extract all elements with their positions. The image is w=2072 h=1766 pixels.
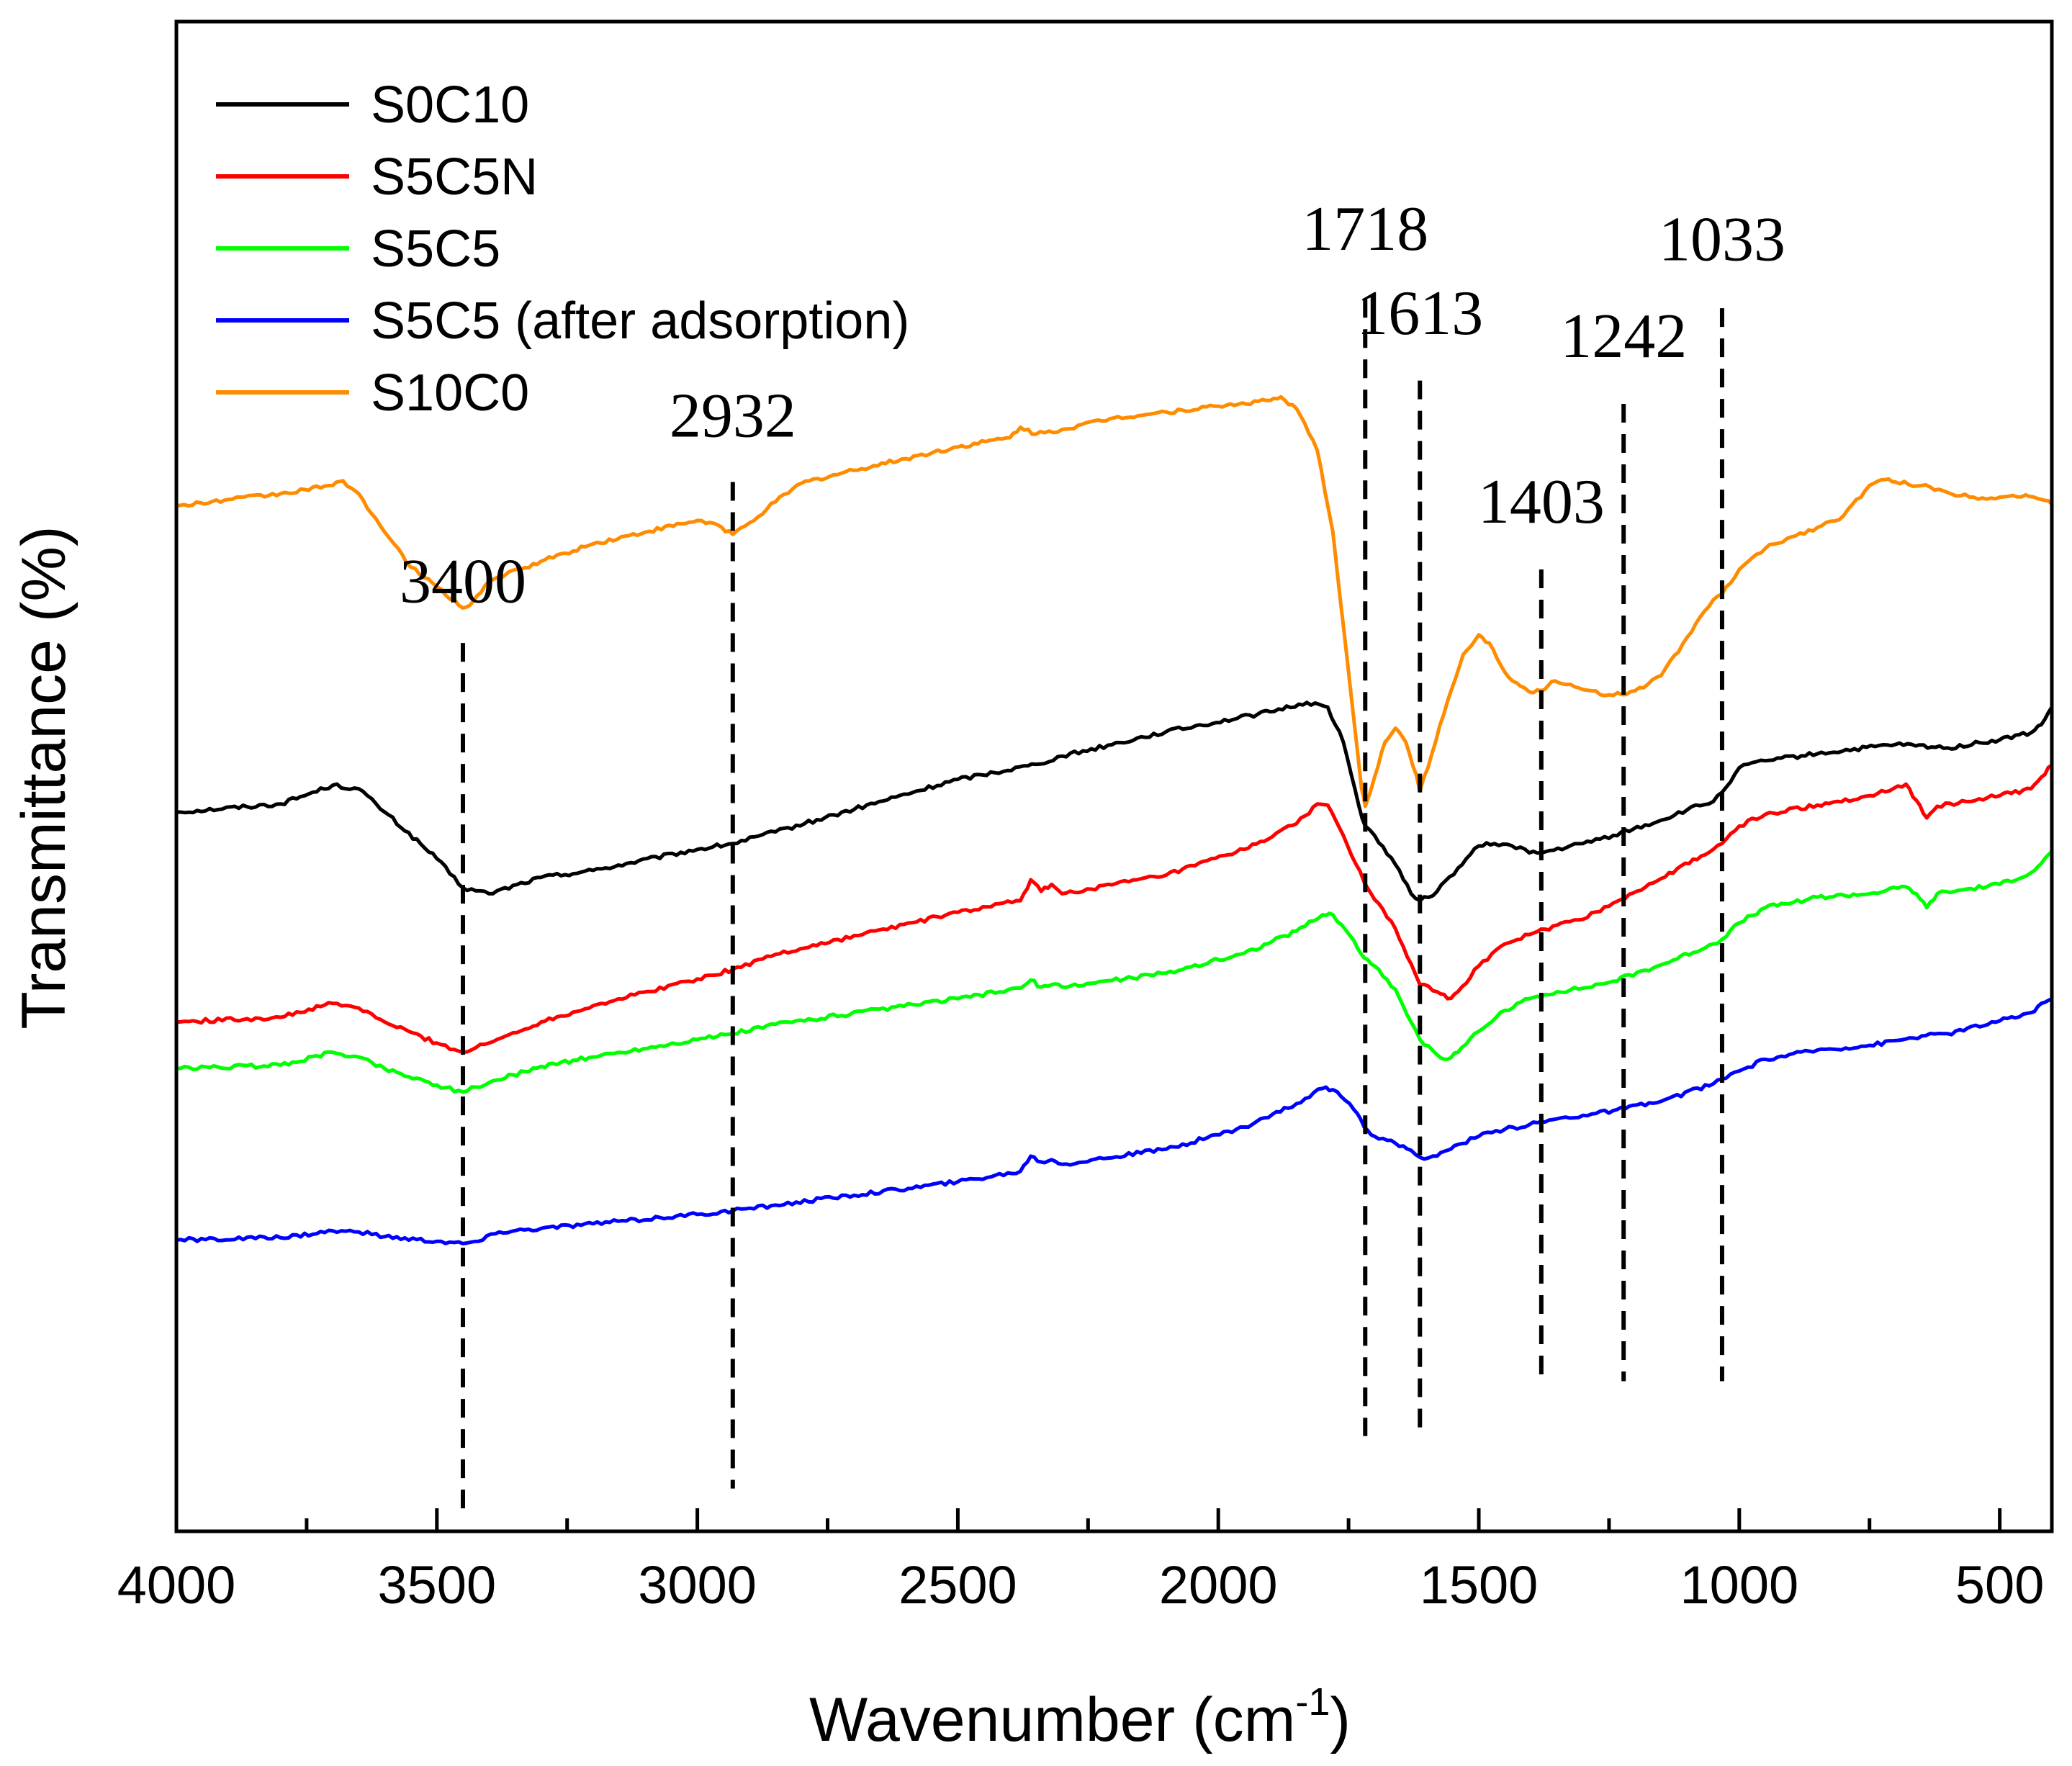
series-line-s5c5 xyxy=(176,850,2053,1094)
x-axis-label-main: Wavenumber (cm xyxy=(809,1685,1295,1754)
annotation-label-1033: 1033 xyxy=(1659,205,1785,275)
x-axis-label: Wavenumber (cm-1) xyxy=(809,1680,1351,1754)
x-axis-label-close: ) xyxy=(1330,1685,1351,1754)
annotation-label-1613: 1613 xyxy=(1356,279,1483,348)
series-line-s5c5-after-adsorption xyxy=(176,996,2053,1245)
plot-frame xyxy=(174,19,2054,1533)
y-axis-label: Transmittance (%) xyxy=(9,526,78,1029)
annotation-label-2932: 2932 xyxy=(670,381,796,451)
x-tick-label-2500: 2500 xyxy=(898,1555,1017,1615)
legend-label-s10c0: S10C0 xyxy=(371,364,529,422)
annotation-label-3400: 3400 xyxy=(400,546,526,616)
legend-label-s5c5-after-adsorption: S5C5 (after adsorption) xyxy=(371,292,909,350)
annotation-label-1403: 1403 xyxy=(1478,467,1605,537)
series-line-s0c10 xyxy=(176,700,2054,903)
legend-label-s5c5n: S5C5N xyxy=(371,148,538,206)
x-tick-label-500: 500 xyxy=(1955,1555,2044,1615)
series-line-s5c5n xyxy=(176,764,2053,1055)
legend: S0C10 S5C5N S5C5 S5C5 (after adsorption) S10… xyxy=(216,76,909,422)
annotation-layer: 3400 2932 1718 1613 1403 1242 1033 xyxy=(400,194,1785,1512)
legend-label-s0c10: S0C10 xyxy=(371,76,529,134)
x-tick-label-2000: 2000 xyxy=(1159,1555,1278,1615)
x-tick-label-4000: 4000 xyxy=(117,1555,236,1615)
legend-label-s5c5: S5C5 xyxy=(371,220,500,278)
x-tick-label-3500: 3500 xyxy=(377,1555,496,1615)
x-tick-label-1500: 1500 xyxy=(1420,1555,1539,1615)
x-tick-label-1000: 1000 xyxy=(1680,1555,1799,1615)
x-axis-ticks: 4000 3500 3000 2500 2000 1500 1000 500 xyxy=(117,1508,2044,1615)
annotation-label-1718: 1718 xyxy=(1302,194,1428,264)
x-tick-label-3000: 3000 xyxy=(638,1555,757,1615)
x-axis-label-superscript: -1 xyxy=(1295,1680,1330,1724)
annotation-label-1242: 1242 xyxy=(1560,302,1687,371)
